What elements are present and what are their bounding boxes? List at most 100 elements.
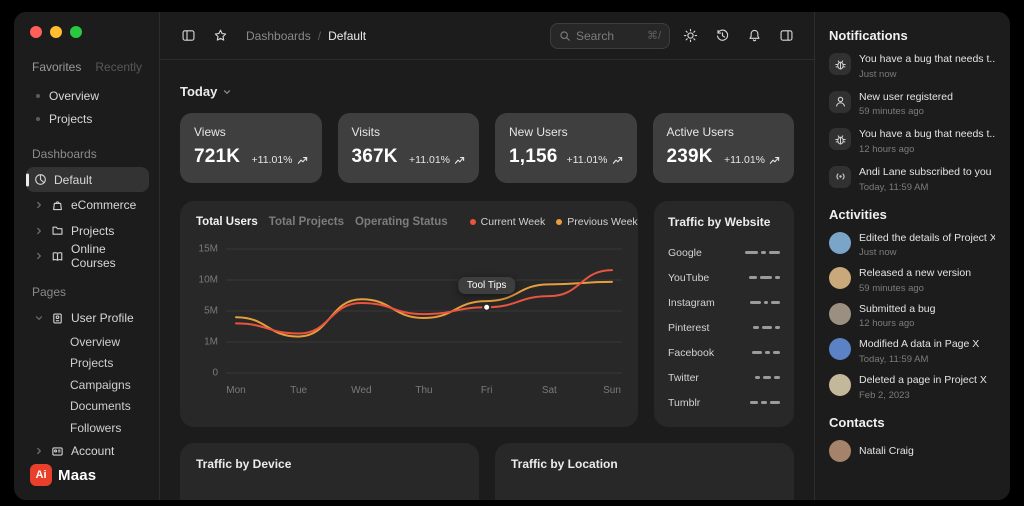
x-tick-label: Mon: [226, 385, 246, 396]
website-row-google[interactable]: Google: [668, 241, 780, 264]
y-tick-label: 15M: [198, 243, 218, 255]
activity-time: Feb 2, 2023: [859, 389, 910, 401]
x-tick-label: Sat: [541, 385, 557, 396]
sidebar-item-projects-favorite[interactable]: Projects: [26, 108, 149, 132]
tab-recently[interactable]: Recently: [95, 60, 143, 74]
website-row-pinterest[interactable]: Pinterest: [668, 316, 780, 339]
stat-change-value: +11.01%: [724, 154, 765, 166]
stat-value: 239K: [666, 146, 713, 167]
legend-dot: [556, 219, 563, 225]
legend-label: Current Week: [480, 216, 546, 228]
website-row-facebook[interactable]: Facebook: [668, 341, 780, 364]
sidebar-item-label: Online Courses: [71, 242, 116, 271]
avatar: [829, 231, 851, 254]
activity-item[interactable]: Modified A data in Page X Today, 11:59 A…: [829, 338, 996, 365]
history-button[interactable]: [710, 24, 734, 48]
breadcrumb-dashboards[interactable]: Dashboards: [246, 28, 311, 43]
trend-up-icon: [454, 155, 465, 166]
sidebar-item-label: Followers: [70, 420, 122, 435]
tab-total-projects[interactable]: Total Projects: [268, 216, 344, 228]
sidebar-item-label: User Profile: [71, 311, 134, 326]
tooltip-dot: [482, 302, 492, 312]
period-dropdown[interactable]: Today: [180, 84, 232, 99]
chevron-down-icon: [34, 313, 44, 323]
website-list: Google YouTube Instagram Pinterest: [668, 241, 780, 418]
toggle-right-sidebar-button[interactable]: [774, 24, 798, 48]
sidebar-item-overview[interactable]: Overview: [26, 84, 149, 108]
book-icon: [51, 250, 64, 263]
activities-section: Activities Edited the details of Project…: [829, 207, 996, 401]
star-icon: [213, 28, 228, 43]
close-window-button[interactable]: [30, 26, 42, 38]
activity-item[interactable]: Submitted a bug 12 hours ago: [829, 302, 996, 329]
sidebar-item-projects[interactable]: Projects: [26, 218, 149, 243]
activity-time: 59 minutes ago: [859, 282, 924, 294]
website-row-twitter[interactable]: Twitter: [668, 366, 780, 389]
notification-item[interactable]: You have a bug that needs t... 12 hours …: [829, 128, 996, 155]
tab-operating-status[interactable]: Operating Status: [354, 216, 448, 228]
tab-favorites[interactable]: Favorites: [32, 60, 82, 74]
sidebar-item-default[interactable]: Default: [26, 167, 149, 193]
window-controls: [26, 26, 149, 38]
stat-card-views[interactable]: Views 721K +11.01%: [180, 113, 322, 183]
activity-text: Released a new version: [859, 267, 972, 280]
notification-item[interactable]: New user registered 59 minutes ago: [829, 90, 996, 117]
stat-card-active-users[interactable]: Active Users 239K +11.01%: [652, 113, 794, 183]
sidebar-item-profile-overview[interactable]: Overview: [26, 331, 149, 353]
toggle-left-sidebar-button[interactable]: [176, 24, 200, 48]
chevron-right-icon: [34, 226, 44, 236]
notification-item[interactable]: Andi Lane subscribed to you Today, 11:59…: [829, 165, 996, 193]
maximize-window-button[interactable]: [70, 26, 82, 38]
activity-time: Just now: [859, 247, 897, 259]
contact-name: Natali Craig: [859, 444, 914, 457]
bullet-icon: [36, 117, 40, 122]
activity-text: Modified A data in Page X: [859, 338, 980, 351]
x-tick-label: Sun: [603, 385, 621, 396]
theme-toggle-button[interactable]: [678, 24, 702, 48]
tab-total-users[interactable]: Total Users: [196, 216, 258, 228]
sidebar-item-user-profile[interactable]: User Profile: [26, 305, 149, 330]
section-title-pages: Pages: [32, 285, 67, 300]
sidebar-item-label: Overview: [70, 334, 121, 349]
legend-current-week: Current Week: [469, 216, 546, 228]
website-bar: [750, 401, 780, 404]
notification-item[interactable]: You have a bug that needs t... Just now: [829, 53, 996, 80]
search-box[interactable]: ⌘/: [550, 22, 670, 49]
search-input[interactable]: [576, 28, 642, 43]
contact-item[interactable]: Natali Craig: [829, 439, 996, 462]
stat-value: 721K: [194, 146, 241, 167]
sidebar-item-account[interactable]: Account: [26, 439, 149, 464]
website-row-youtube[interactable]: YouTube: [668, 266, 780, 289]
stat-change-value: +11.01%: [251, 154, 293, 166]
notifications-section: Notifications You have a bug that needs …: [829, 28, 996, 193]
sidebar-item-ecommerce[interactable]: eCommerce: [26, 192, 149, 217]
notification-time: Today, 11:59 AM: [859, 181, 929, 193]
x-tick-label: Tue: [290, 385, 308, 396]
sidebar-item-label: Account: [71, 444, 115, 459]
line-chart-plot[interactable]: Tool Tips Mon Tue Wed Thu Fri Sat Sun: [226, 241, 622, 403]
sidebar-item-profile-followers[interactable]: Followers: [26, 417, 149, 439]
sidebar-item-profile-documents[interactable]: Documents: [26, 395, 149, 417]
breadcrumb-current: Default: [328, 28, 367, 43]
notifications-button[interactable]: [742, 24, 766, 48]
website-row-instagram[interactable]: Instagram: [668, 291, 780, 314]
avatar: [829, 338, 851, 361]
sidebar-item-profile-projects[interactable]: Projects: [26, 352, 149, 374]
notification-text: You have a bug that needs t...: [859, 53, 995, 65]
activity-item[interactable]: Edited the details of Project X Just now: [829, 231, 996, 259]
sidebar-item-label: Campaigns: [70, 377, 131, 392]
sun-icon: [683, 28, 698, 43]
favorite-page-button[interactable]: [208, 24, 232, 48]
legend-dot: [469, 219, 476, 225]
activity-item[interactable]: Deleted a page in Project X Feb 2, 2023: [829, 374, 996, 401]
website-name: Pinterest: [668, 321, 710, 334]
activity-item[interactable]: Released a new version 59 minutes ago: [829, 267, 996, 294]
sidebar-item-profile-campaigns[interactable]: Campaigns: [26, 374, 149, 396]
sidebar-item-online-courses[interactable]: Online Courses: [26, 242, 149, 271]
top-bar: Dashboards / Default ⌘/: [160, 12, 814, 60]
stat-card-new-users[interactable]: New Users 1,156 +11.01%: [495, 113, 637, 183]
minimize-window-button[interactable]: [50, 26, 62, 38]
stat-card-visits[interactable]: Visits 367K +11.01%: [337, 113, 479, 183]
website-row-tumblr[interactable]: Tumblr: [668, 391, 780, 414]
notification-text: You have a bug that needs t...: [859, 128, 995, 141]
